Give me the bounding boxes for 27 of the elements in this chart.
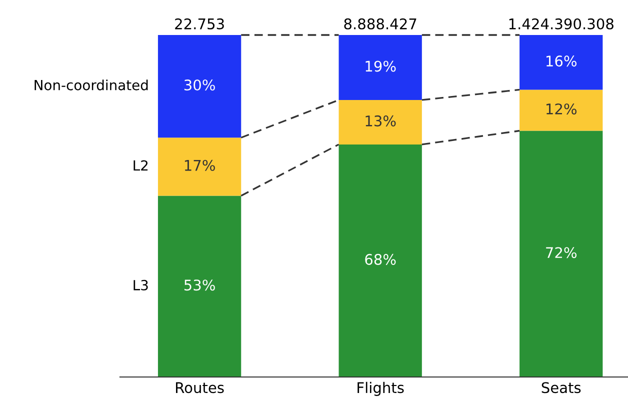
bar: [158, 196, 242, 377]
bar: [520, 130, 603, 377]
data-label: 16%: [546, 56, 577, 67]
bar: [158, 35, 242, 138]
x-tick-label: Routes: [176, 382, 224, 394]
x-tick-label: Seats: [542, 382, 581, 394]
data-label: 72%: [546, 247, 577, 258]
bar: [338, 144, 422, 377]
annotation: 8.888.427: [344, 18, 416, 30]
data-label: 17%: [184, 160, 215, 171]
series-label: L2: [134, 160, 148, 170]
bar: [338, 35, 422, 100]
data-label: 68%: [365, 254, 396, 265]
annotation: 1.424.390.308: [509, 18, 614, 30]
bar: [520, 35, 603, 90]
data-label: 19%: [366, 60, 396, 72]
data-label: 13%: [366, 115, 396, 126]
data-label: 30%: [184, 80, 215, 91]
data-label: 12%: [546, 103, 577, 114]
bar: [158, 138, 242, 196]
data-label: 53%: [184, 280, 215, 291]
series-label: Non-coordinated: [34, 80, 148, 90]
annotation: 22.753: [175, 18, 224, 30]
x-tick-label: Flights: [358, 382, 404, 396]
series-label: L3: [134, 280, 148, 290]
bar: [520, 90, 603, 131]
bar: [338, 100, 422, 144]
